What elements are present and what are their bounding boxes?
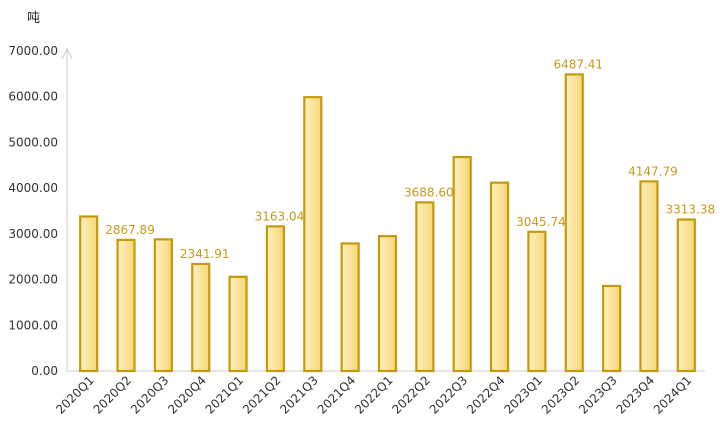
x-tick-label: 2020Q2	[91, 373, 135, 417]
bar-2022Q4	[489, 181, 510, 373]
data-label: 3163.04	[255, 209, 305, 223]
x-tick-label: 2021Q1	[203, 373, 247, 417]
x-tick-label: 2020Q3	[128, 373, 172, 417]
bar-2023Q1	[527, 230, 547, 373]
bar-2023Q4	[639, 180, 659, 373]
bar-2021Q3	[303, 96, 323, 373]
data-label: 3045.74	[516, 215, 566, 229]
bar-2024Q1	[676, 218, 696, 373]
x-tick-label: 2021Q4	[315, 373, 359, 417]
bar-2022Q2	[415, 201, 435, 373]
bar-2020Q1	[79, 215, 99, 373]
bar-2023Q3	[602, 284, 622, 373]
y-tick-label: 2000.00	[8, 273, 58, 287]
data-label: 4147.79	[628, 164, 678, 178]
y-tick-label: 3000.00	[8, 227, 58, 241]
bar-2022Q3	[452, 155, 472, 373]
x-tick-label: 2020Q1	[53, 373, 97, 417]
x-tick-label: 2020Q4	[165, 373, 209, 417]
y-tick-label: 6000.00	[8, 90, 58, 104]
data-label: 2341.91	[180, 247, 230, 261]
bar-2021Q1	[228, 275, 248, 373]
data-label: 3313.38	[666, 203, 716, 217]
data-label: 2867.89	[105, 223, 155, 237]
x-tick-label: 2023Q1	[501, 373, 545, 417]
bar-2021Q4	[340, 242, 360, 373]
y-tick-label: 7000.00	[8, 44, 58, 58]
y-tick-label: 4000.00	[8, 181, 58, 195]
bar-2022Q1	[377, 235, 398, 373]
x-tick-label: 2024Q1	[651, 373, 695, 417]
y-axis-unit-label: 吨	[27, 11, 40, 26]
bar-2020Q2	[116, 238, 136, 373]
bar-2023Q2	[564, 73, 584, 373]
x-tick-label: 2021Q2	[240, 373, 284, 417]
bar-2021Q2	[265, 225, 286, 373]
x-tick-label: 2022Q2	[389, 373, 433, 417]
x-tick-label: 2023Q4	[614, 373, 658, 417]
x-tick-label: 2022Q4	[464, 373, 508, 417]
y-tick-label: 5000.00	[8, 135, 58, 149]
bar-2020Q4	[191, 262, 211, 373]
y-axis-arrow	[61, 47, 73, 60]
y-tick-label: 1000.00	[8, 318, 58, 332]
y-tick-label: 0.00	[31, 364, 58, 378]
x-tick-label: 2022Q1	[352, 373, 396, 417]
x-tick-label: 2022Q3	[427, 373, 471, 417]
data-label: 6487.41	[553, 57, 603, 71]
data-label: 3688.60	[404, 185, 454, 199]
x-tick-label: 2021Q3	[277, 373, 321, 417]
x-tick-label: 2023Q3	[576, 373, 620, 417]
bar-2020Q3	[153, 238, 173, 373]
x-tick-label: 2023Q2	[539, 373, 583, 417]
